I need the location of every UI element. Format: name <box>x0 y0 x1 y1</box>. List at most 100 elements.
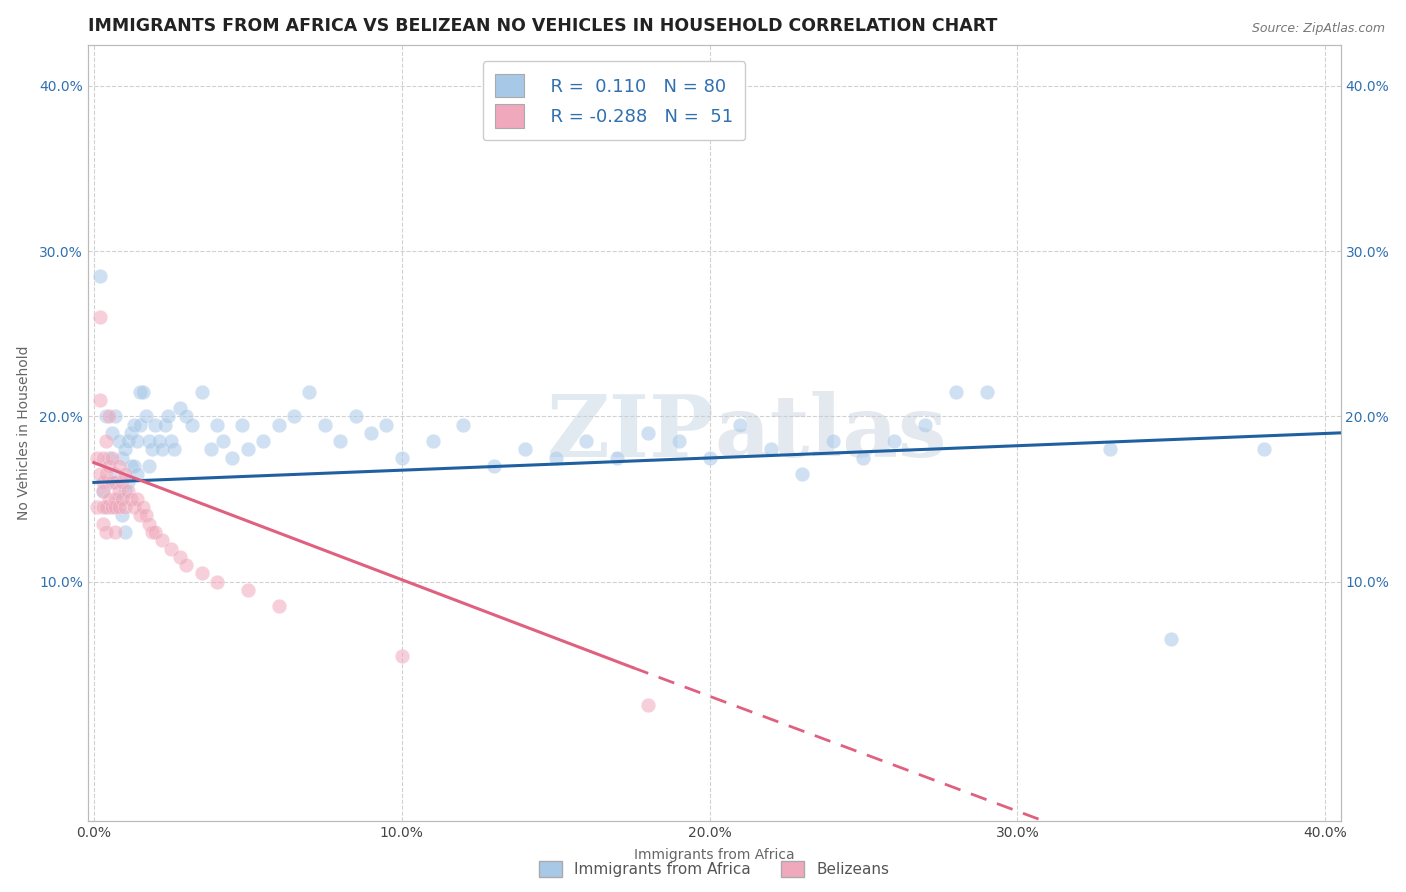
Point <box>135 409 157 424</box>
Point <box>375 417 398 432</box>
Point <box>122 417 145 432</box>
Point <box>91 516 114 531</box>
Point <box>91 483 114 498</box>
Point <box>298 384 321 399</box>
Point <box>606 450 628 465</box>
Point <box>221 450 243 465</box>
Point <box>98 491 121 506</box>
Point <box>181 417 204 432</box>
Point <box>883 434 905 449</box>
Point <box>190 384 212 399</box>
Point <box>98 409 121 424</box>
Point <box>91 475 114 490</box>
Point <box>314 417 336 432</box>
Point <box>120 458 142 473</box>
Point <box>236 582 259 597</box>
Point <box>138 458 160 473</box>
Point <box>98 500 121 515</box>
Point <box>699 450 721 465</box>
Point <box>98 450 121 465</box>
Point <box>120 491 142 506</box>
Point <box>107 434 129 449</box>
Point <box>120 425 142 440</box>
Point <box>104 491 127 506</box>
Point <box>236 442 259 457</box>
Point <box>163 442 186 457</box>
Point <box>544 450 567 465</box>
Point <box>125 434 148 449</box>
Point <box>101 475 124 490</box>
Point <box>122 500 145 515</box>
Point <box>107 483 129 498</box>
Point <box>91 450 114 465</box>
X-axis label: Immigrants from Africa: Immigrants from Africa <box>634 848 794 863</box>
Point <box>141 524 163 539</box>
Point <box>114 483 136 498</box>
Point <box>89 310 111 325</box>
Point <box>107 458 129 473</box>
Point <box>104 467 127 482</box>
Point <box>422 434 444 449</box>
Point <box>101 500 124 515</box>
Text: Source: ZipAtlas.com: Source: ZipAtlas.com <box>1251 22 1385 36</box>
Point <box>160 434 183 449</box>
Point <box>453 417 475 432</box>
Point <box>150 442 173 457</box>
Point <box>96 467 118 482</box>
Point <box>114 442 136 457</box>
Point <box>169 401 191 415</box>
Point <box>135 508 157 523</box>
Point <box>174 409 197 424</box>
Point <box>86 500 108 515</box>
Point <box>976 384 998 399</box>
Point <box>98 458 121 473</box>
Point <box>150 533 173 548</box>
Text: IMMIGRANTS FROM AFRICA VS BELIZEAN NO VEHICLES IN HOUSEHOLD CORRELATION CHART: IMMIGRANTS FROM AFRICA VS BELIZEAN NO VE… <box>87 17 997 35</box>
Text: atlas: atlas <box>714 391 946 475</box>
Point <box>1253 442 1275 457</box>
Point <box>86 450 108 465</box>
Point <box>267 599 290 614</box>
Point <box>129 508 152 523</box>
Point <box>110 450 132 465</box>
Point <box>205 574 228 589</box>
Point <box>1160 632 1182 647</box>
Point <box>125 467 148 482</box>
Point <box>110 475 132 490</box>
Point <box>391 450 413 465</box>
Point <box>117 483 139 498</box>
Y-axis label: No Vehicles in Household: No Vehicles in Household <box>17 345 31 520</box>
Point <box>138 516 160 531</box>
Point <box>637 698 659 713</box>
Point <box>852 450 875 465</box>
Point <box>129 384 152 399</box>
Point <box>104 475 127 490</box>
Point <box>482 458 505 473</box>
Point <box>145 524 167 539</box>
Point <box>104 409 127 424</box>
Point <box>391 648 413 663</box>
Point <box>148 434 170 449</box>
Point <box>153 417 176 432</box>
Point <box>730 417 752 432</box>
Legend: Immigrants from Africa, Belizeans: Immigrants from Africa, Belizeans <box>533 855 896 883</box>
Point <box>360 425 382 440</box>
Point <box>200 442 222 457</box>
Point <box>89 268 111 283</box>
Point <box>190 566 212 581</box>
Point <box>132 384 155 399</box>
Point <box>96 500 118 515</box>
Point <box>575 434 598 449</box>
Point <box>212 434 235 449</box>
Point <box>267 417 290 432</box>
Point <box>231 417 253 432</box>
Point <box>101 425 124 440</box>
Point <box>96 409 118 424</box>
Point <box>91 500 114 515</box>
Point <box>914 417 936 432</box>
Point <box>114 500 136 515</box>
Point <box>107 500 129 515</box>
Point <box>252 434 274 449</box>
Point <box>104 500 127 515</box>
Point <box>790 467 813 482</box>
